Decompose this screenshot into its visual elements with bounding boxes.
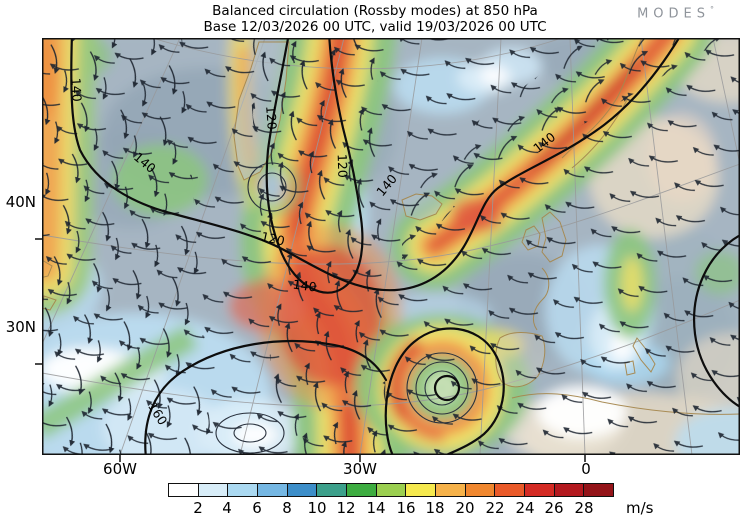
contour-140: [70, 38, 681, 292]
colorbar-tick-label: 18: [425, 499, 445, 516]
colorbar-segment: [227, 484, 258, 496]
colorbar-segment: [346, 484, 376, 496]
contour-label-140: 140: [68, 77, 84, 102]
modes-logo-mark: °: [710, 5, 714, 14]
colorbar-tick-label: 16: [396, 499, 416, 516]
contour-label-120: 120: [260, 229, 287, 249]
lat-label-40n: 40N: [5, 193, 36, 211]
arrow-field-south: [42, 38, 212, 455]
colorbar-tick-label: 4: [222, 499, 232, 516]
colorbar-segment: [197, 484, 228, 496]
contour-right-edge: [693, 233, 740, 409]
axis-ticks: [35, 238, 586, 462]
colorbar-tick-label: 24: [515, 499, 535, 516]
colorbar-tick-label: 20: [455, 499, 475, 516]
colorbar-segment: [286, 484, 317, 496]
contour-label-group: 140 140 140 140 140 120 120 120 160: [68, 77, 558, 427]
lon-label-30w: 30W: [343, 460, 377, 478]
modes-logo: MODES°: [637, 5, 714, 21]
colorbar-segment: [375, 484, 406, 496]
colorbar-tick-label: 22: [485, 499, 505, 516]
lat-label-30n: 30N: [5, 318, 36, 336]
contour-120: [265, 38, 364, 294]
contour-label-120: 120: [335, 154, 351, 178]
colorbar-segment: [435, 484, 465, 496]
arrow-field-northeast: [402, 38, 726, 268]
lon-label-0: 0: [581, 460, 591, 478]
colorbar-segment: [583, 484, 614, 496]
contour-lines: [70, 38, 740, 455]
colorbar-tick-label: 2: [193, 499, 203, 516]
colorbar-segment: [494, 484, 525, 496]
colorbar-unit: m/s: [626, 499, 654, 516]
contour-vortex-inner: [433, 374, 461, 402]
colorbar-tick-label: 6: [252, 499, 262, 516]
colorbar-segment: [169, 484, 198, 496]
colorbar-tick-label: 8: [282, 499, 292, 516]
colorbar-tick-label: 14: [366, 499, 386, 516]
map-frame: [42, 38, 740, 455]
lon-label-60w: 60W: [103, 460, 137, 478]
chart-title: Balanced circulation (Rossby modes) at 8…: [212, 3, 538, 19]
chart-subtitle: Base 12/03/2026 00 UTC, valid 19/03/2026…: [203, 19, 547, 35]
vortex-streamlines: [215, 162, 478, 454]
colorbar-tick-label: 26: [544, 499, 564, 516]
contour-label-140: 140: [292, 276, 318, 294]
colorbar-tick-label: 10: [307, 499, 327, 516]
modes-logo-text: MODES: [637, 6, 710, 22]
map-canvas: 140 140 140 140 140 120 120 120 160: [35, 38, 740, 462]
wind-arrows: [42, 38, 740, 455]
colorbar-segment: [553, 484, 584, 496]
contour-vortex-outer: [384, 327, 505, 455]
colorbar-tick-label: 28: [574, 499, 594, 516]
contour-label-120: 120: [263, 105, 280, 130]
colorbar-segment: [405, 484, 436, 496]
contour-160: [144, 340, 388, 455]
colorbar-segment: [464, 484, 495, 496]
colorbar-segment: [316, 484, 347, 496]
colorbar-segment: [257, 484, 287, 496]
colorbar: [168, 483, 614, 497]
colorbar-tick-label: 12: [336, 499, 356, 516]
colorbar-segment: [524, 484, 554, 496]
